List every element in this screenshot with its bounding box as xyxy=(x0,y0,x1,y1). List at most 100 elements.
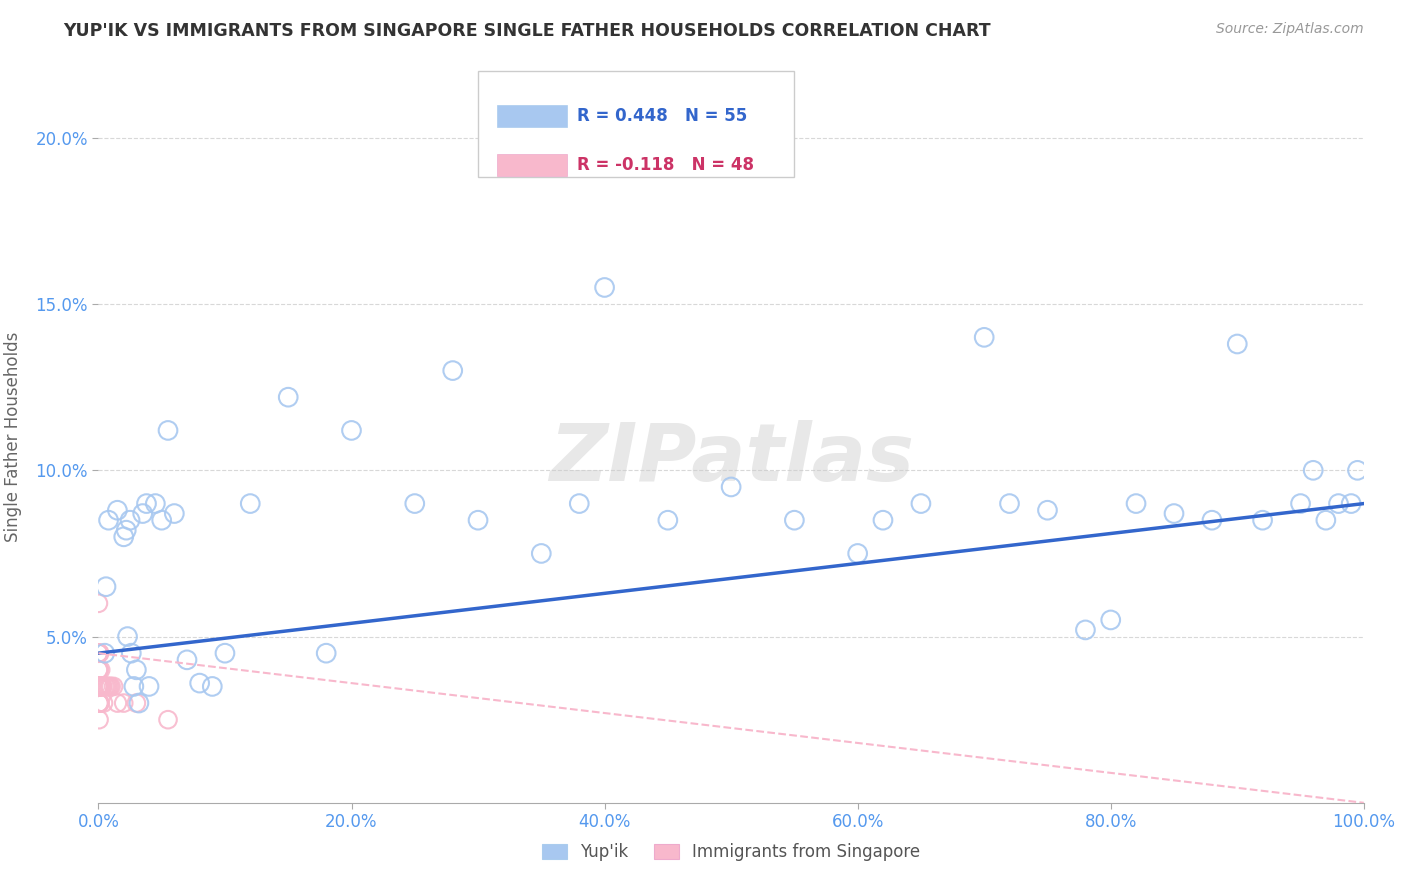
Point xyxy=(1315,513,1337,527)
Point xyxy=(135,497,157,511)
Point xyxy=(89,696,111,710)
Point xyxy=(87,663,110,677)
FancyBboxPatch shape xyxy=(478,71,794,178)
Point xyxy=(1347,463,1369,477)
Point xyxy=(103,680,125,694)
Point xyxy=(138,680,160,694)
Point xyxy=(125,663,148,677)
Point xyxy=(910,497,932,511)
Point xyxy=(112,530,135,544)
Point xyxy=(98,680,121,694)
Point xyxy=(163,507,186,521)
Point xyxy=(120,513,141,527)
Point xyxy=(122,680,145,694)
Point xyxy=(277,390,299,404)
Text: Source: ZipAtlas.com: Source: ZipAtlas.com xyxy=(1216,22,1364,37)
Point xyxy=(87,646,110,660)
Point xyxy=(96,680,118,694)
Point xyxy=(89,680,111,694)
Point xyxy=(568,497,591,511)
Point xyxy=(87,680,110,694)
FancyBboxPatch shape xyxy=(498,105,567,127)
Point xyxy=(87,680,110,694)
Point xyxy=(340,424,363,438)
Text: R = 0.448   N = 55: R = 0.448 N = 55 xyxy=(576,107,747,125)
Point xyxy=(530,546,553,560)
Point xyxy=(89,696,111,710)
Point xyxy=(89,646,111,660)
Point xyxy=(87,680,110,694)
Point xyxy=(872,513,894,527)
Point xyxy=(100,680,122,694)
Point xyxy=(87,646,110,660)
Point xyxy=(1201,513,1223,527)
Point xyxy=(91,680,114,694)
Point xyxy=(89,680,111,694)
Point xyxy=(315,646,337,660)
Text: ZIPatlas: ZIPatlas xyxy=(548,420,914,498)
Point xyxy=(1340,497,1362,511)
Text: YUP'IK VS IMMIGRANTS FROM SINGAPORE SINGLE FATHER HOUSEHOLDS CORRELATION CHART: YUP'IK VS IMMIGRANTS FROM SINGAPORE SING… xyxy=(63,22,991,40)
Point xyxy=(188,676,211,690)
Point xyxy=(91,680,114,694)
Point xyxy=(87,713,110,727)
Point xyxy=(89,680,111,694)
Point xyxy=(157,424,180,438)
Point xyxy=(94,680,117,694)
Point xyxy=(846,546,869,560)
Point xyxy=(91,680,114,694)
Y-axis label: Single Father Households: Single Father Households xyxy=(4,332,21,542)
Point xyxy=(90,680,112,694)
Text: R = -0.118   N = 48: R = -0.118 N = 48 xyxy=(576,156,754,174)
Point xyxy=(89,696,111,710)
Point xyxy=(93,646,117,660)
Point xyxy=(1074,623,1097,637)
Point xyxy=(720,480,742,494)
Point xyxy=(132,507,155,521)
Point xyxy=(89,680,111,694)
Legend: Yup'ik, Immigrants from Singapore: Yup'ik, Immigrants from Singapore xyxy=(536,837,927,868)
Point xyxy=(441,363,464,377)
Point xyxy=(89,680,111,694)
Point xyxy=(1099,613,1122,627)
Point xyxy=(657,513,679,527)
Point xyxy=(1163,507,1185,521)
Point xyxy=(145,497,166,511)
Point xyxy=(90,680,112,694)
Point xyxy=(87,646,110,660)
Point xyxy=(1327,497,1350,511)
Point xyxy=(89,680,111,694)
Point xyxy=(1302,463,1324,477)
Point xyxy=(90,680,112,694)
Point xyxy=(87,663,110,677)
Point xyxy=(89,680,111,694)
Point xyxy=(93,696,115,710)
Point xyxy=(97,680,120,694)
Point xyxy=(1125,497,1147,511)
Point xyxy=(998,497,1021,511)
Point xyxy=(128,696,150,710)
Point xyxy=(90,663,112,677)
Point xyxy=(214,646,236,660)
Point xyxy=(201,680,224,694)
Point xyxy=(90,680,112,694)
Point xyxy=(120,646,142,660)
Point xyxy=(117,630,139,644)
Point xyxy=(1289,497,1312,511)
Point xyxy=(973,330,995,344)
FancyBboxPatch shape xyxy=(498,153,567,176)
Point xyxy=(87,696,110,710)
Point xyxy=(89,680,111,694)
Point xyxy=(107,503,129,517)
Point xyxy=(1226,337,1249,351)
Point xyxy=(404,497,426,511)
Point xyxy=(107,696,129,710)
Point xyxy=(97,513,120,527)
Point xyxy=(89,680,111,694)
Point xyxy=(783,513,806,527)
Point xyxy=(87,596,110,610)
Point xyxy=(115,523,138,537)
Point xyxy=(93,680,117,694)
Point xyxy=(87,680,110,694)
Point xyxy=(89,646,111,660)
